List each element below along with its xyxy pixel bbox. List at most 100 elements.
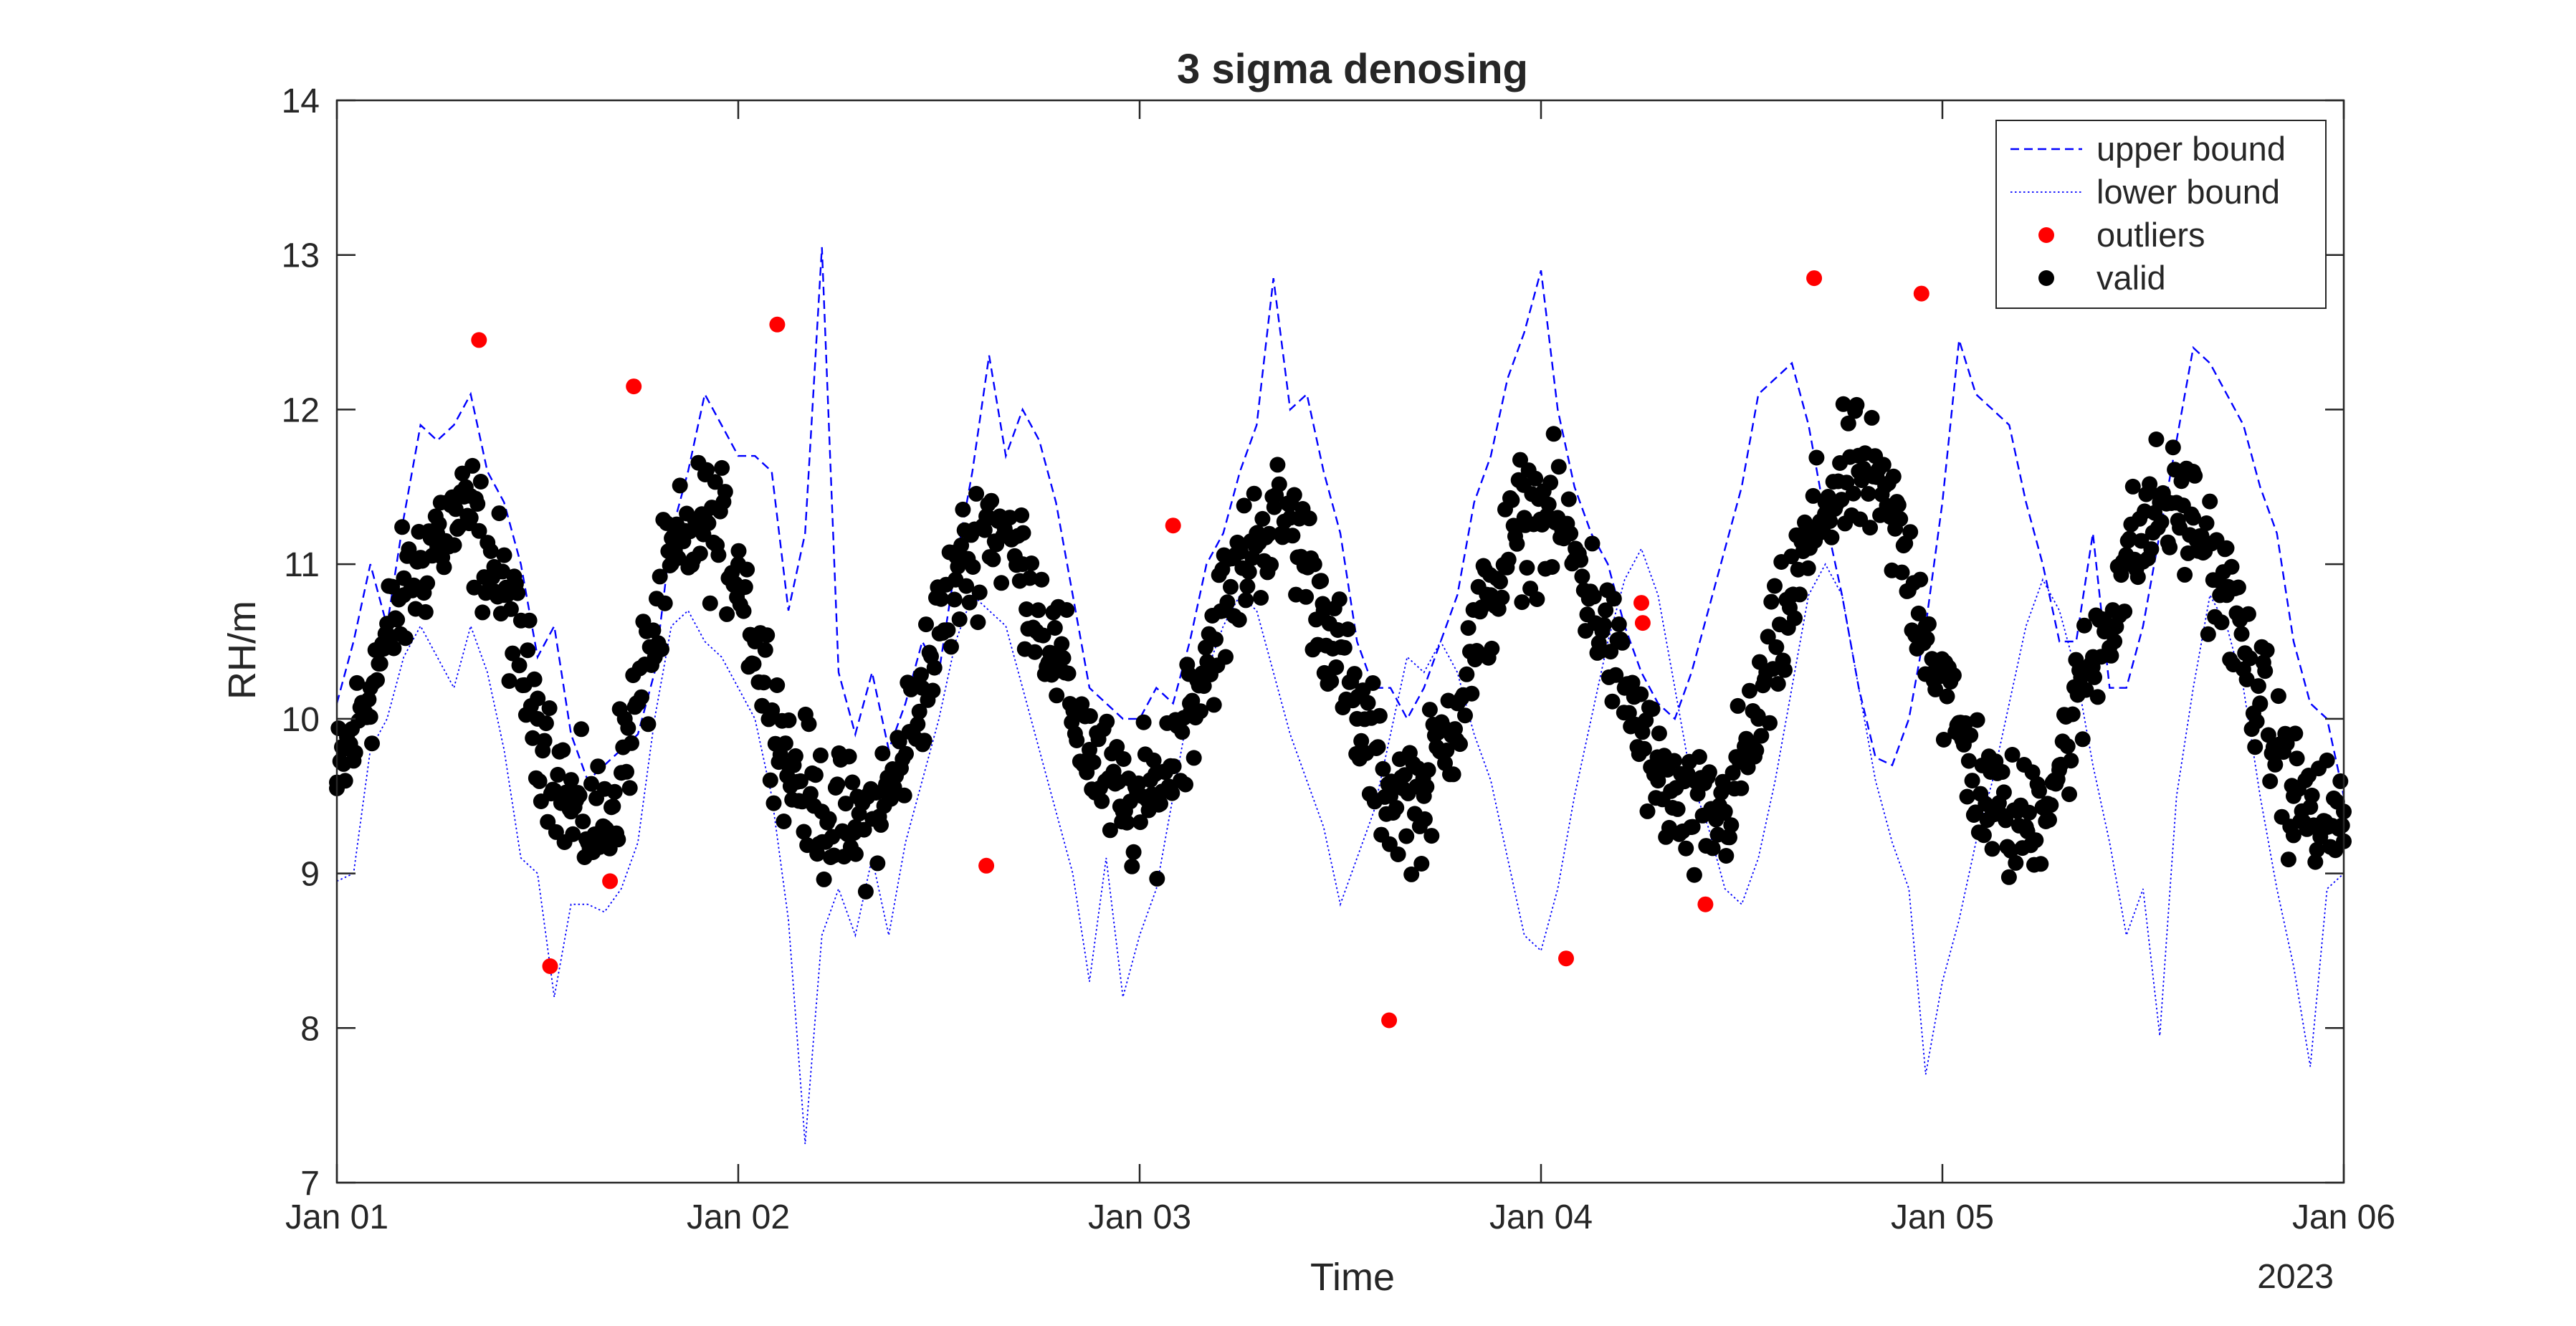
valid-point: [624, 735, 639, 751]
valid-point: [1787, 610, 1803, 626]
valid-point: [462, 510, 479, 526]
valid-point: [1323, 673, 1340, 690]
valid-point: [1573, 552, 1589, 568]
valid-point: [2252, 695, 2269, 712]
valid-point: [940, 622, 956, 639]
valid-point: [1704, 840, 1721, 857]
valid-point: [1249, 525, 1265, 541]
valid-point: [707, 474, 723, 490]
valid-point: [1452, 736, 1468, 753]
valid-point: [2051, 757, 2068, 773]
axis-ticks: [335, 99, 2345, 1184]
valid-point: [394, 519, 411, 535]
valid-point: [1439, 743, 1455, 758]
x-tick-label: Jan 03: [1088, 1198, 1191, 1236]
valid-point: [933, 591, 949, 607]
valid-point: [2258, 642, 2275, 659]
valid-point: [1263, 556, 1279, 573]
valid-point: [1218, 649, 1234, 665]
valid-point: [1603, 644, 1619, 660]
valid-point: [2319, 752, 2335, 768]
valid-point: [1474, 599, 1490, 616]
legend-label: outliers: [2096, 216, 2205, 254]
valid-point: [881, 788, 897, 804]
valid-point: [2152, 494, 2168, 510]
valid-point: [1416, 788, 1432, 804]
valid-point: [1595, 616, 1612, 633]
valid-point: [965, 559, 981, 575]
valid-point: [769, 677, 786, 693]
valid-point: [776, 814, 792, 829]
valid-point: [2059, 738, 2076, 755]
valid-point: [961, 594, 978, 611]
valid-point: [1994, 764, 2010, 780]
valid-point: [1459, 666, 1475, 682]
valid-point: [781, 757, 796, 773]
valid-point: [1035, 627, 1051, 644]
valid-point: [361, 691, 377, 707]
valid-point: [555, 742, 571, 758]
valid-point: [1238, 592, 1254, 609]
valid-point: [654, 641, 669, 657]
legend: upper bound lower bound outliers valid: [1995, 120, 2327, 309]
valid-point: [1519, 560, 1535, 576]
valid-point: [590, 758, 606, 775]
valid-point: [2260, 727, 2276, 743]
valid-point: [386, 640, 402, 657]
valid-point: [1094, 793, 1110, 809]
valid-point: [1403, 866, 1420, 882]
valid-point: [2085, 649, 2101, 665]
valid-point: [2304, 787, 2320, 803]
valid-point: [525, 730, 541, 746]
valid-point: [847, 846, 864, 862]
valid-point: [573, 721, 589, 738]
valid-point: [1115, 751, 1132, 767]
x-axis-title: Time: [1310, 1256, 1395, 1299]
valid-point: [2061, 786, 2077, 803]
valid-point: [1912, 571, 1929, 588]
valid-point: [976, 522, 993, 538]
valid-point: [1013, 507, 1030, 523]
outlier-point: [1381, 1012, 1398, 1029]
valid-point: [796, 824, 812, 840]
valid-point: [640, 716, 657, 733]
valid-point: [2117, 604, 2133, 620]
valid-point: [2287, 725, 2304, 742]
valid-point: [2213, 614, 2230, 631]
valid-point: [1985, 803, 2000, 820]
valid-point: [1449, 695, 1466, 712]
valid-point: [1059, 602, 1075, 618]
valid-point: [447, 501, 464, 517]
valid-point: [816, 871, 832, 887]
valid-point: [1621, 705, 1637, 721]
valid-point: [910, 716, 926, 733]
valid-point: [2024, 764, 2041, 781]
valid-point: [1445, 766, 1461, 783]
valid-point: [1808, 449, 1825, 466]
x-tick-label: Jan 04: [1489, 1198, 1593, 1236]
valid-point: [2185, 510, 2201, 526]
valid-point: [1269, 457, 1286, 473]
valid-point: [1875, 457, 1892, 473]
valid-point: [2223, 558, 2240, 575]
valid-point: [1231, 611, 1247, 628]
outlier-point: [471, 332, 487, 348]
valid-point: [546, 782, 563, 798]
valid-point: [550, 766, 566, 783]
valid-point: [1678, 840, 1694, 857]
valid-point: [620, 720, 636, 736]
valid-point: [1301, 510, 1317, 527]
axis-tick-labels: 7 8 9 10 11 12 13 14 Jan 01 Jan 02 Jan 03 Jan 04 Jan…: [282, 82, 2395, 1236]
valid-point: [719, 606, 735, 622]
valid-point: [1884, 510, 1900, 526]
valid-point: [1349, 710, 1365, 727]
valid-point: [502, 601, 519, 617]
valid-point: [692, 545, 708, 562]
valid-point: [1939, 688, 1955, 705]
valid-point: [1651, 725, 1667, 742]
valid-point: [801, 716, 817, 733]
valid-point: [1085, 754, 1102, 771]
valid-point: [697, 510, 713, 526]
valid-point: [2008, 854, 2024, 871]
valid-point: [1767, 578, 1783, 594]
